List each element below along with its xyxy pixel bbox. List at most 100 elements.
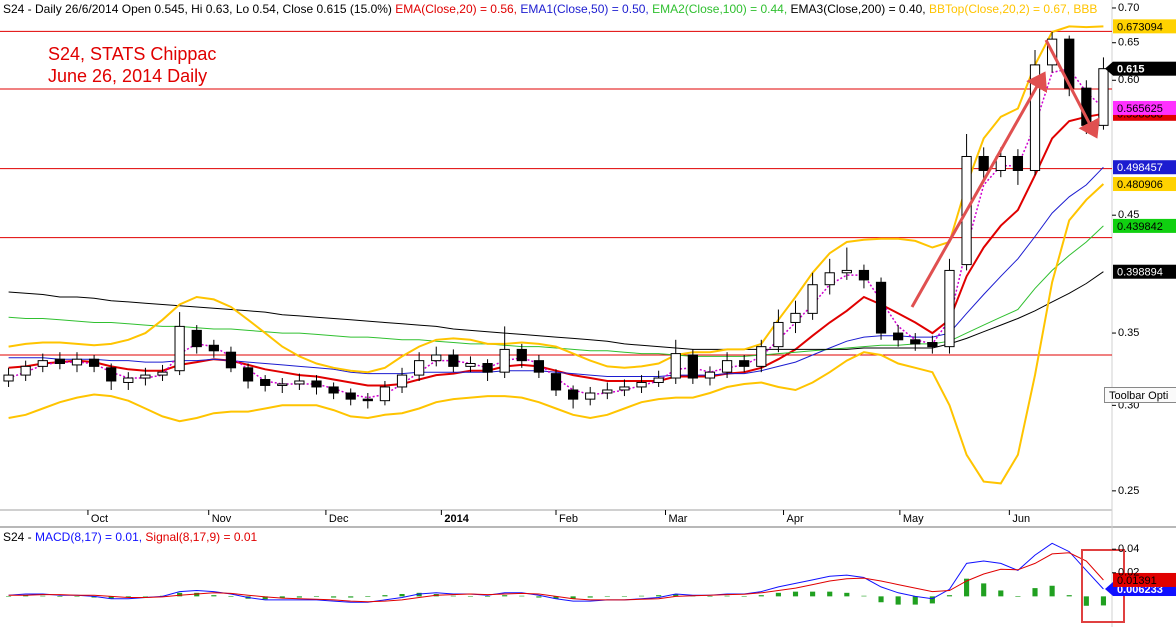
histogram-bar — [981, 583, 987, 597]
value-badge — [1113, 61, 1176, 76]
candle-body — [910, 339, 921, 345]
candle-body — [482, 362, 493, 373]
candle-body — [328, 386, 339, 394]
x-tick-label: Nov — [212, 513, 232, 525]
value-badge — [1113, 177, 1176, 192]
candle-body — [824, 272, 835, 286]
histogram-bar — [758, 595, 764, 597]
candle-body — [88, 358, 100, 367]
x-tick-label: Jun — [1012, 513, 1030, 525]
histogram-bar — [912, 596, 918, 605]
histogram-bar — [895, 596, 901, 605]
candle-body — [1098, 68, 1109, 126]
badge-label: 0.439842 — [1117, 221, 1163, 233]
x-tick-label: Apr — [787, 513, 804, 525]
histogram-bar — [810, 591, 816, 597]
histogram-bar — [929, 596, 935, 604]
histogram-bar — [604, 596, 610, 597]
candle-body — [790, 312, 801, 323]
candle-body — [260, 378, 271, 386]
candle-body — [379, 386, 391, 402]
histogram-bar — [485, 596, 491, 597]
candle-body — [1012, 155, 1024, 171]
legend-readout: = 0.01, — [105, 530, 143, 544]
candle-body — [978, 155, 989, 171]
legend-name: Signal(8,17,9) — [145, 530, 221, 544]
candle-body — [995, 155, 1006, 171]
legend-readout: = 0.44, — [750, 2, 788, 16]
histogram-bar — [621, 596, 627, 597]
macd-header: S24 - MACD(8,17) = 0.01, Signal(8,17,9) … — [3, 529, 1111, 545]
badge-pointer — [1105, 61, 1113, 76]
badges-layer: 0.5585880.4984570.4398420.3988940.673094… — [1105, 19, 1176, 597]
legend-name: EMA(Close,20) — [395, 2, 477, 16]
legend-readout: = 0.01 — [223, 530, 258, 544]
histogram-bar — [964, 578, 970, 597]
legend-name: BBB — [1073, 2, 1098, 16]
candle-body — [277, 383, 288, 386]
histogram-bar — [467, 596, 474, 597]
candle-body — [516, 348, 527, 362]
histogram-bar — [296, 596, 302, 598]
candle-body — [71, 358, 83, 366]
histogram-bar — [74, 596, 80, 597]
y-tick-label: 0.60 — [1118, 74, 1139, 86]
candle-body — [585, 392, 596, 400]
x-tick-label: Dec — [329, 513, 349, 525]
badge-pointer — [1105, 582, 1113, 597]
candle-body — [499, 348, 510, 373]
indicator-line — [8, 183, 1105, 485]
candle-body — [20, 365, 31, 376]
legend-readout: = 0.50, — [611, 2, 649, 16]
badge-label: 0.01391 — [1117, 575, 1157, 587]
y-tick-label: 0.04 — [1118, 543, 1139, 555]
histogram-bar — [519, 595, 525, 597]
candle-body — [140, 374, 151, 379]
histogram-bar — [724, 595, 730, 597]
candle-body — [602, 389, 613, 394]
candle-body — [174, 325, 185, 372]
legend-readout: = 0.40, — [888, 2, 926, 16]
histogram-bar — [57, 596, 63, 597]
indicator-line — [8, 225, 1104, 357]
histogram-bar — [638, 595, 645, 597]
candle-body — [345, 392, 356, 400]
x-tick-label: 2014 — [444, 513, 469, 525]
badge-label: 0.498457 — [1117, 162, 1163, 174]
candle-body — [704, 371, 716, 379]
trend-arrow-up — [910, 71, 1048, 308]
candle-body — [3, 374, 14, 382]
histogram-bar — [228, 596, 234, 597]
indicator-line — [8, 67, 1104, 399]
histogram-bar — [450, 595, 456, 597]
histogram-bar — [108, 596, 114, 599]
candle-body — [756, 346, 767, 367]
candle-body — [927, 342, 938, 348]
value-badge — [1113, 160, 1176, 175]
price-header: S24 - Daily 26/6/2014 Open 0.545, Hi 0.6… — [3, 1, 1111, 17]
candle-body — [773, 321, 784, 348]
histogram-bar — [5, 596, 12, 597]
histogram-bar — [587, 596, 593, 598]
candle-body — [721, 360, 733, 373]
value-badge — [1113, 218, 1176, 233]
histogram-bar — [1015, 596, 1021, 597]
candle-body — [123, 377, 134, 383]
histogram-bar — [1032, 588, 1038, 597]
annotation: S24, STATS Chippac June 26, 2014 Daily — [48, 43, 216, 87]
legend-name: EMA3(Close,200) — [790, 2, 886, 16]
candle-body — [396, 374, 408, 388]
candle-body — [157, 371, 168, 376]
candle-body — [533, 360, 545, 373]
candle-body — [687, 354, 698, 379]
histogram-bar — [91, 596, 97, 598]
histogram-bar — [382, 595, 388, 597]
histogram-bar — [502, 595, 508, 597]
indicator-line — [8, 552, 1104, 603]
candle-body — [208, 344, 219, 352]
histogram-bar — [416, 592, 422, 597]
histogram-bar — [775, 592, 781, 597]
candle-body — [739, 360, 750, 367]
candle-body — [362, 398, 373, 402]
